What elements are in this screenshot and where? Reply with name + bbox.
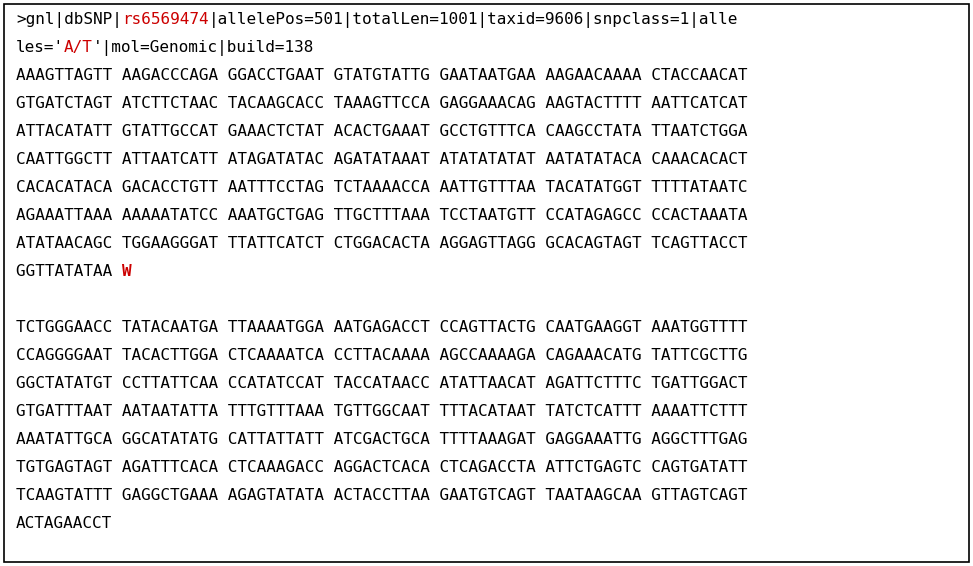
Text: W: W [122,264,131,279]
Text: TGTGAGTAGT AGATTTCACA CTCAAAGACC AGGACTCACA CTCAGACCTA ATTCTGAGTC CAGTGATATT: TGTGAGTAGT AGATTTCACA CTCAAAGACC AGGACTC… [16,460,747,475]
Text: ATTACATATT GTATTGCCAT GAAACTCTAT ACACTGAAAT GCCTGTTTCA CAAGCCTATA TTAATCTGGA: ATTACATATT GTATTGCCAT GAAACTCTAT ACACTGA… [16,124,747,139]
Text: TCTGGGAACC TATACAATGA TTAAAATGGA AATGAGACCT CCAGTTACTG CAATGAAGGT AAATGGTTTT: TCTGGGAACC TATACAATGA TTAAAATGGA AATGAGA… [16,320,747,335]
Text: AAAGTTAGTT AAGACCCAGA GGACCTGAAT GTATGTATTG GAATAATGAA AAGAACAAAA CTACCAACAT: AAAGTTAGTT AAGACCCAGA GGACCTGAAT GTATGTA… [16,68,747,83]
Text: rs6569474: rs6569474 [122,12,208,27]
Text: A/T: A/T [64,40,93,55]
Text: |allelePos=501|totalLen=1001|taxid=9606|snpclass=1|alle: |allelePos=501|totalLen=1001|taxid=9606|… [208,12,738,28]
Text: '|mol=Genomic|build=138: '|mol=Genomic|build=138 [93,40,314,56]
Text: CCAGGGGAAT TACACTTGGA CTCAAAATCA CCTTACAAAA AGCCAAAAGA CAGAAACATG TATTCGCTTG: CCAGGGGAAT TACACTTGGA CTCAAAATCA CCTTACA… [16,348,747,363]
Text: >gnl|dbSNP|: >gnl|dbSNP| [16,12,122,28]
Text: CAATTGGCTT ATTAATCATT ATAGATATAC AGATATAAAT ATATATATAT AATATATACA CAAACACACT: CAATTGGCTT ATTAATCATT ATAGATATAC AGATATA… [16,152,747,167]
Text: GTGATCTAGT ATCTTCTAAC TACAAGCACC TAAAGTTCCA GAGGAAACAG AAGTACTTTT AATTCATCAT: GTGATCTAGT ATCTTCTAAC TACAAGCACC TAAAGTT… [16,96,747,111]
Text: GGCTATATGT CCTTATTCAA CCATATCCAT TACCATAACC ATATTAACAT AGATTCTTTC TGATTGGACT: GGCTATATGT CCTTATTCAA CCATATCCAT TACCATA… [16,376,747,391]
Text: TCAAGTATTT GAGGCTGAAA AGAGTATATA ACTACCTTAA GAATGTCAGT TAATAAGCAA GTTAGTCAGT: TCAAGTATTT GAGGCTGAAA AGAGTATATA ACTACCT… [16,488,747,503]
Text: GTGATTTAAT AATAATATTA TTTGTTTAAA TGTTGGCAAT TTTACATAAT TATCTCATTT AAAATTCTTT: GTGATTTAAT AATAATATTA TTTGTTTAAA TGTTGGC… [16,404,747,419]
Text: GGTTATATAA: GGTTATATAA [16,264,122,279]
Text: AGAAATTAAA AAAAATATCC AAATGCTGAG TTGCTTTAAA TCCTAATGTT CCATAGAGCC CCACTAAATA: AGAAATTAAA AAAAATATCC AAATGCTGAG TTGCTTT… [16,208,747,223]
Text: AAATATTGCA GGCATATATG CATTATTATT ATCGACTGCA TTTTAAAGAT GAGGAAATTG AGGCTTTGAG: AAATATTGCA GGCATATATG CATTATTATT ATCGACT… [16,432,747,447]
Text: les=': les=' [16,40,64,55]
Text: ATATAACAGC TGGAAGGGAT TTATTCATCT CTGGACACTA AGGAGTTAGG GCACAGTAGT TCAGTTACCT: ATATAACAGC TGGAAGGGAT TTATTCATCT CTGGACA… [16,236,747,251]
Text: ACTAGAACCT: ACTAGAACCT [16,516,112,531]
Text: CACACATACA GACACCTGTT AATTTCCTAG TCTAAAACCA AATTGTTTAA TACATATGGT TTTTATAATC: CACACATACA GACACCTGTT AATTTCCTAG TCTAAAA… [16,180,747,195]
